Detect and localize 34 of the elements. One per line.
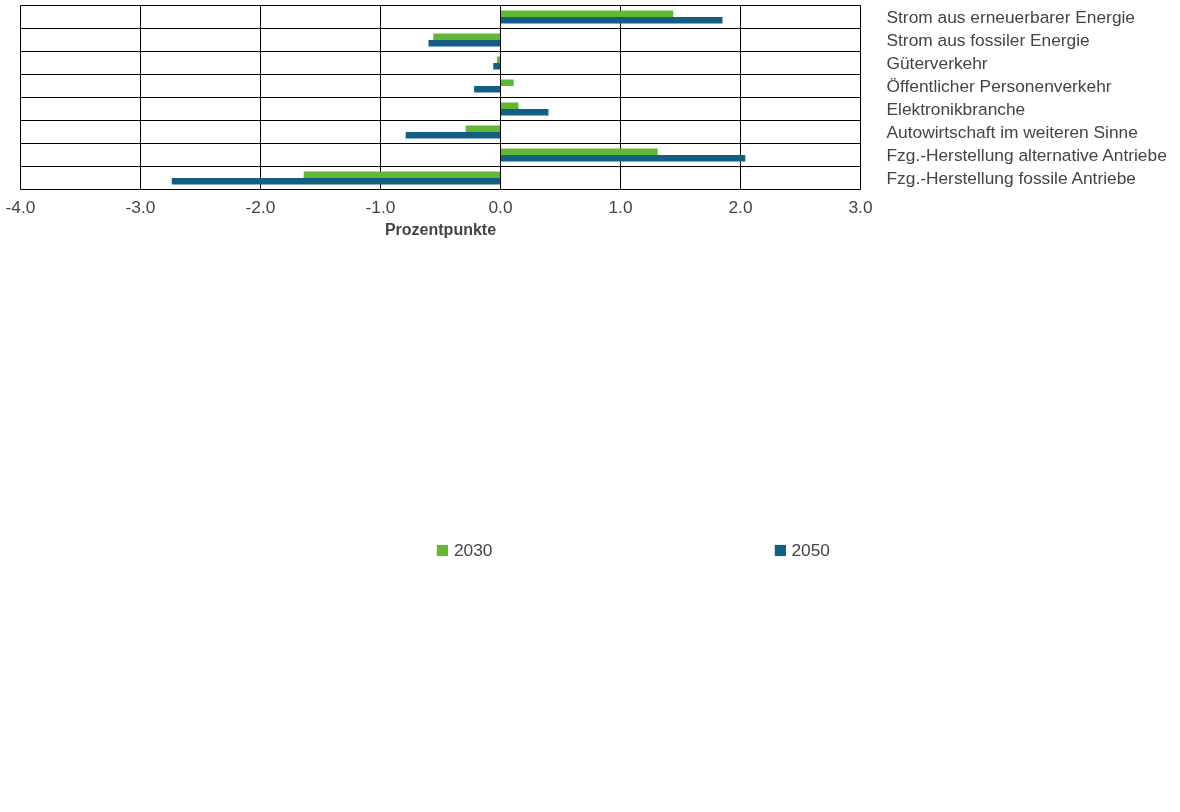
y-tick-label: Fzg.-Herstellung fossile Antriebe bbox=[886, 168, 1136, 188]
bar bbox=[171, 178, 501, 185]
y-tick-label: Autowirtschaft im weiteren Sinne bbox=[886, 122, 1138, 142]
y-tick-label: Elektronikbranche bbox=[886, 99, 1026, 119]
x-tick-label: -2.0 bbox=[245, 196, 276, 217]
legend-label: 2050 bbox=[791, 539, 830, 561]
bar bbox=[465, 125, 501, 132]
bar bbox=[428, 40, 501, 47]
y-tick-label: Fzg.-Herstellung alternative Antriebe bbox=[886, 145, 1167, 165]
bar bbox=[500, 148, 658, 155]
x-tick-label: -4.0 bbox=[5, 196, 36, 217]
bar bbox=[474, 86, 501, 93]
bar bbox=[500, 17, 723, 24]
x-tick-label: 3.0 bbox=[848, 196, 873, 217]
y-tick-label: Güterverkehr bbox=[886, 53, 988, 73]
bar bbox=[500, 109, 549, 116]
y-tick-label: Öffentlicher Personenverkehr bbox=[886, 76, 1112, 96]
x-tick-label: 2.0 bbox=[728, 196, 753, 217]
y-tick-label: Strom aus fossiler Energie bbox=[886, 30, 1090, 50]
bar bbox=[405, 132, 501, 139]
x-tick-label: -3.0 bbox=[125, 196, 156, 217]
bar bbox=[500, 79, 514, 86]
bar bbox=[433, 33, 501, 40]
x-tick-label: 0.0 bbox=[488, 196, 513, 217]
bar bbox=[303, 171, 501, 178]
bar bbox=[493, 63, 501, 70]
x-axis-title: Prozentpunkte bbox=[384, 220, 497, 238]
bar bbox=[500, 102, 519, 109]
y-tick-label: Strom aus erneuerbarer Energie bbox=[886, 7, 1135, 27]
bar bbox=[500, 155, 746, 162]
x-tick-label: -1.0 bbox=[365, 196, 396, 217]
bar bbox=[500, 10, 674, 17]
x-tick-label: 1.0 bbox=[608, 196, 633, 217]
legend-label: 2030 bbox=[453, 539, 493, 561]
